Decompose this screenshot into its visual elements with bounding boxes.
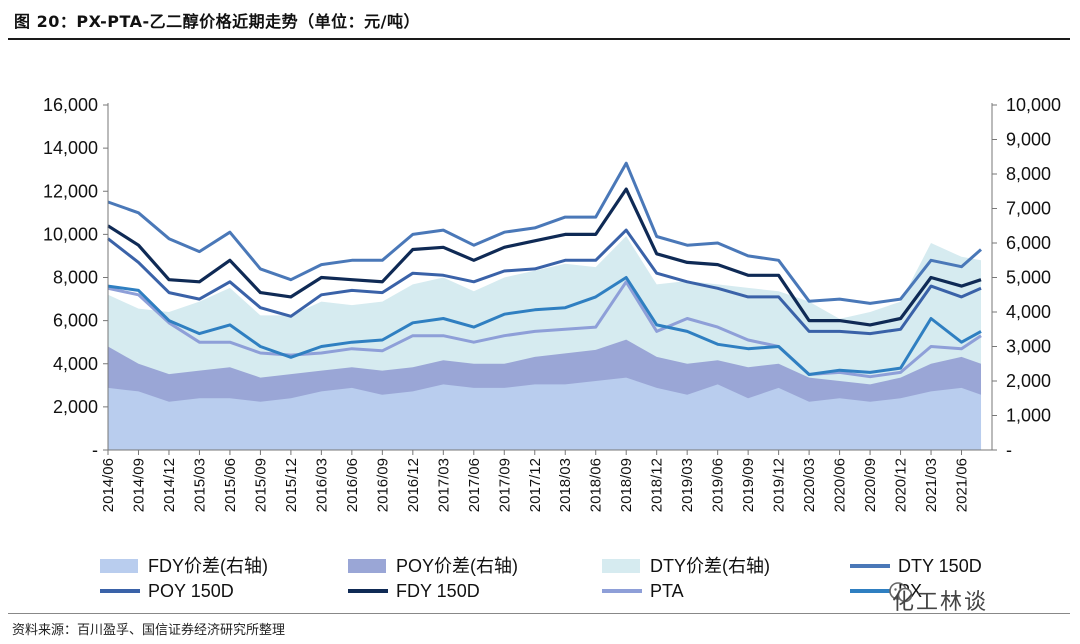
x-tick-label: 2019/06 bbox=[710, 458, 727, 512]
price-lines bbox=[107, 161, 982, 379]
legend-label: POY 150D bbox=[148, 581, 234, 601]
line-DTY 150D bbox=[107, 161, 982, 305]
right-tick-label: 6,000 bbox=[1006, 233, 1051, 253]
line-PTA bbox=[107, 280, 982, 379]
legend-item: DTY价差(右轴) bbox=[602, 556, 770, 576]
left-tick-label: 8,000 bbox=[53, 268, 98, 288]
x-tick-label: 2015/03 bbox=[191, 458, 208, 512]
left-tick-label: 12,000 bbox=[43, 181, 98, 201]
x-tick-label: 2019/12 bbox=[771, 458, 788, 512]
left-tick-label: 2,000 bbox=[53, 397, 98, 417]
x-tick-label: 2017/12 bbox=[527, 458, 544, 512]
wechat-icon bbox=[889, 582, 913, 603]
x-tick-label: 2014/12 bbox=[161, 458, 178, 512]
x-tick-label: 2020/12 bbox=[893, 458, 910, 512]
x-tick-label: 2014/09 bbox=[130, 458, 147, 512]
x-tick-label: 2016/03 bbox=[313, 458, 330, 512]
line-FDY 150D bbox=[107, 187, 982, 327]
area-FDY价差(右轴) bbox=[108, 377, 982, 450]
legend-swatch bbox=[602, 559, 640, 573]
x-tick-label: 2017/09 bbox=[496, 458, 513, 512]
right-tick-label: 7,000 bbox=[1006, 199, 1051, 219]
source-divider bbox=[8, 613, 1070, 614]
right-tick-label: 2,000 bbox=[1006, 371, 1051, 391]
legend-label: POY价差(右轴) bbox=[396, 556, 518, 576]
right-tick-label: 9,000 bbox=[1006, 130, 1051, 150]
title-divider bbox=[8, 38, 1070, 40]
legend-item: FDY价差(右轴) bbox=[100, 556, 268, 576]
right-tick-label: 8,000 bbox=[1006, 164, 1051, 184]
chart-title: 图 20：PX-PTA-乙二醇价格近期走势（单位：元/吨） bbox=[14, 12, 421, 31]
right-tick-label: 3,000 bbox=[1006, 337, 1051, 357]
watermark-text: 化工林谈 bbox=[892, 590, 989, 615]
left-tick-label: - bbox=[92, 440, 98, 460]
right-tick-label: 10,000 bbox=[1006, 95, 1061, 115]
x-tick-label: 2016/09 bbox=[374, 458, 391, 512]
legend-swatch bbox=[348, 559, 386, 573]
legend-label: DTY 150D bbox=[898, 556, 982, 576]
left-tick-label: 10,000 bbox=[43, 224, 98, 244]
spread-areas bbox=[108, 236, 982, 450]
line-POY 150D bbox=[107, 228, 982, 336]
left-tick-label: 16,000 bbox=[43, 95, 98, 115]
legend-item: PTA bbox=[602, 581, 684, 601]
x-tick-label: 2020/06 bbox=[832, 458, 849, 512]
x-tick-label: 2021/06 bbox=[954, 458, 971, 512]
x-tick-label: 2017/03 bbox=[435, 458, 452, 512]
right-tick-label: 4,000 bbox=[1006, 302, 1051, 322]
source-note: 资料来源：百川盈孚、国信证券经济研究所整理 bbox=[12, 623, 286, 638]
right-tick-label: 1,000 bbox=[1006, 406, 1051, 426]
x-tick-label: 2018/12 bbox=[649, 458, 666, 512]
legend-item: FDY 150D bbox=[348, 581, 480, 601]
x-tick-label: 2019/03 bbox=[679, 458, 696, 512]
x-tick-label: 2020/09 bbox=[862, 458, 879, 512]
legend-item: POY 150D bbox=[100, 581, 234, 601]
x-tick-label: 2015/12 bbox=[283, 458, 300, 512]
x-tick-label: 2019/09 bbox=[740, 458, 757, 512]
x-tick-label: 2021/03 bbox=[923, 458, 940, 512]
x-tick-label: 2020/03 bbox=[801, 458, 818, 512]
x-tick-label: 2016/12 bbox=[405, 458, 422, 512]
legend-label: FDY 150D bbox=[396, 581, 480, 601]
x-tick-label: 2015/09 bbox=[252, 458, 269, 512]
right-tick-label: 5,000 bbox=[1006, 268, 1051, 288]
legend-item: DTY 150D bbox=[850, 556, 982, 576]
x-tick-label: 2018/06 bbox=[588, 458, 605, 512]
x-tick-label: 2017/06 bbox=[466, 458, 483, 512]
x-tick-label: 2018/09 bbox=[618, 458, 635, 512]
line-PX bbox=[107, 276, 982, 376]
left-tick-label: 14,000 bbox=[43, 138, 98, 158]
legend-label: PTA bbox=[650, 581, 684, 601]
axes: - 2,000 4,000 6,000 8,000 10,000 12,000 14,000 1… bbox=[43, 95, 1061, 512]
x-tick-label: 2014/06 bbox=[100, 458, 117, 512]
legend-item: POY价差(右轴) bbox=[348, 556, 518, 576]
legend: FDY价差(右轴) POY价差(右轴) DTY价差(右轴) DTY 150D POY 1… bbox=[100, 556, 982, 601]
legend-label: FDY价差(右轴) bbox=[148, 556, 268, 576]
x-tick-label: 2016/06 bbox=[344, 458, 361, 512]
legend-label: DTY价差(右轴) bbox=[650, 556, 770, 576]
left-tick-label: 4,000 bbox=[53, 354, 98, 374]
right-tick-label: - bbox=[1006, 440, 1012, 460]
legend-swatch bbox=[100, 559, 138, 573]
x-tick-label: 2018/03 bbox=[557, 458, 574, 512]
x-tick-label: 2015/06 bbox=[222, 458, 239, 512]
left-tick-label: 6,000 bbox=[53, 311, 98, 331]
